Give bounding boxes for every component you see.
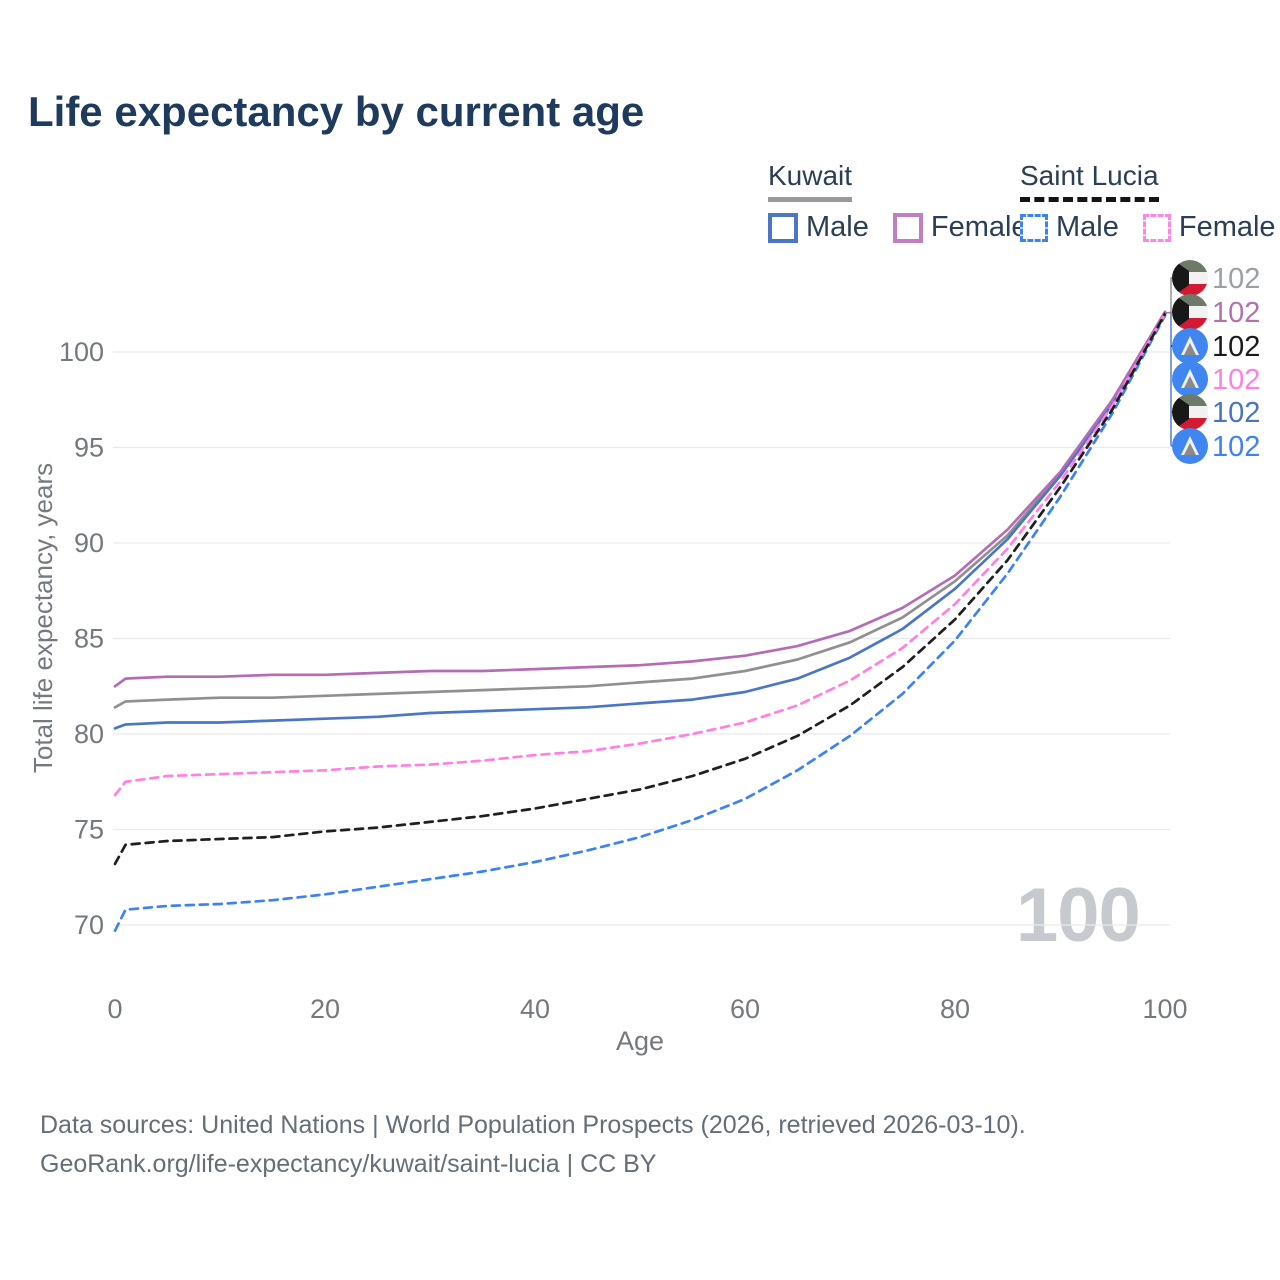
end-value-label-saint-lucia-both-sexes: 102 bbox=[1212, 331, 1260, 363]
footer: Data sources: United Nations | World Pop… bbox=[40, 1106, 1026, 1184]
flag-icon-kuwait bbox=[1172, 260, 1208, 296]
series-line-kuwait-male[interactable] bbox=[113, 312, 1167, 730]
end-value-label-kuwait-both-sexes: 102 bbox=[1212, 263, 1260, 295]
flag-icon-saint-lucia bbox=[1172, 428, 1208, 464]
footer-sources: Data sources: United Nations | World Pop… bbox=[40, 1111, 1026, 1139]
flag-icon-saint-lucia bbox=[1172, 361, 1208, 397]
series-line-saint-lucia-female[interactable] bbox=[113, 312, 1167, 797]
legend-label-saint-lucia-male[interactable]: Male bbox=[1056, 211, 1119, 243]
x-tick-label: 60 bbox=[730, 994, 760, 1024]
end-value-label-kuwait-male: 102 bbox=[1212, 397, 1260, 429]
legend-label-kuwait-male[interactable]: Male bbox=[806, 211, 869, 243]
y-tick-label: 85 bbox=[74, 624, 104, 654]
legend-swatch-kuwait-male[interactable] bbox=[768, 212, 798, 243]
legend-swatch-saint-lucia-female[interactable] bbox=[1142, 213, 1171, 242]
legend-group-saint-lucia-title: Saint Lucia bbox=[1020, 160, 1159, 202]
y-tick-label: 75 bbox=[74, 815, 104, 845]
x-tick-label: 40 bbox=[520, 994, 550, 1024]
x-tick-label: 80 bbox=[940, 994, 970, 1024]
y-tick-label: 70 bbox=[74, 910, 104, 940]
flag-icon-saint-lucia bbox=[1172, 328, 1208, 364]
legend-label-saint-lucia-female[interactable]: Female bbox=[1178, 211, 1276, 243]
y-tick-label: 95 bbox=[74, 433, 104, 463]
legend-group-kuwait: Kuwait Male Female bbox=[768, 160, 1028, 244]
flag-icon-kuwait bbox=[1172, 394, 1208, 430]
x-tick-label: 100 bbox=[1142, 994, 1187, 1024]
legend-group-kuwait-title: Kuwait bbox=[768, 160, 853, 202]
legend-label-kuwait-female[interactable]: Female bbox=[930, 211, 1028, 243]
series-line-kuwait-female[interactable] bbox=[113, 310, 1167, 688]
end-value-label-saint-lucia-female: 102 bbox=[1212, 364, 1260, 396]
y-tick-label: 100 bbox=[59, 337, 104, 367]
page-title: Life expectancy by current age bbox=[28, 88, 645, 135]
end-value-label-saint-lucia-male: 102 bbox=[1212, 431, 1260, 463]
legend-swatch-kuwait-female[interactable] bbox=[892, 212, 923, 243]
flag-icon-kuwait bbox=[1172, 294, 1208, 330]
series-line-saint-lucia-both-sexes[interactable] bbox=[113, 312, 1167, 866]
watermark-100: 100 bbox=[1016, 873, 1141, 958]
y-axis-title: Total life expectancy, years bbox=[28, 463, 58, 773]
x-tick-label: 20 bbox=[310, 994, 340, 1024]
x-tick-label: 0 bbox=[107, 994, 122, 1024]
end-value-label-kuwait-female: 102 bbox=[1212, 297, 1260, 329]
legend-swatch-saint-lucia-male[interactable] bbox=[1020, 213, 1048, 242]
series-line-saint-lucia-male[interactable] bbox=[113, 314, 1167, 933]
series-line-kuwait-both-sexes[interactable] bbox=[113, 310, 1167, 709]
footer-attribution: GeoRank.org/life-expectancy/kuwait/saint… bbox=[40, 1150, 657, 1178]
x-axis-title: Age bbox=[616, 1026, 664, 1056]
y-tick-label: 80 bbox=[74, 719, 104, 749]
y-tick-label: 90 bbox=[74, 528, 104, 558]
legend-group-saint-lucia: Saint Lucia Male Female bbox=[1020, 160, 1276, 244]
